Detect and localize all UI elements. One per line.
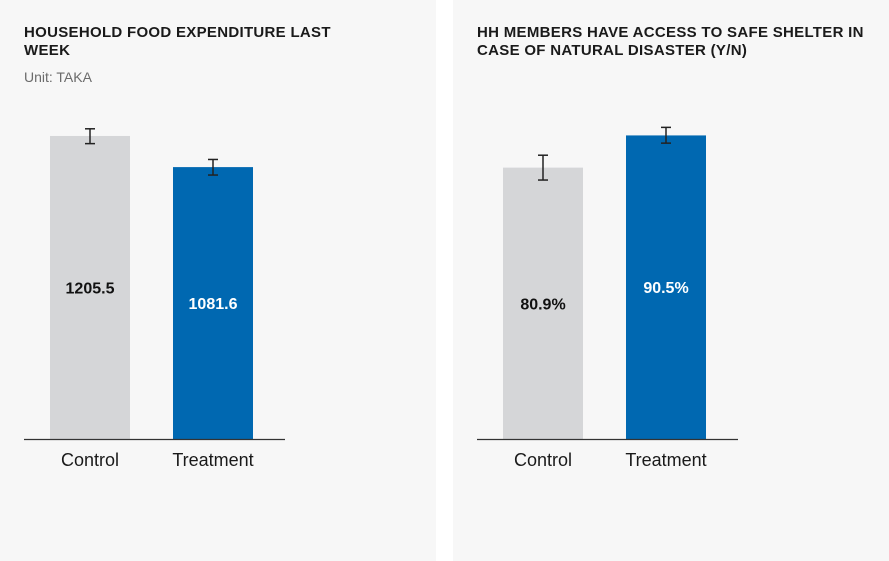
error-bar xyxy=(538,154,548,181)
data-label: 80.9% xyxy=(520,296,565,313)
x-tick-label: Control xyxy=(61,450,119,470)
data-label: 90.5% xyxy=(643,280,688,297)
chart-subtitle: Unit: TAKA xyxy=(24,69,92,85)
x-tick-label: Treatment xyxy=(172,450,253,470)
chart-title: HOUSEHOLD FOOD EXPENDITURE LAST WEEK xyxy=(24,24,331,59)
bar-treatment xyxy=(626,135,706,439)
error-bar xyxy=(85,128,95,145)
x-tick-label: Control xyxy=(514,450,572,470)
bar-chart-safe-shelter: 80.9% Control 90.5% Treatment xyxy=(477,126,738,470)
bar-treatment xyxy=(173,167,253,440)
bar-chart-food-expenditure: 1205.5 Control 1081.6 Treatment xyxy=(24,128,285,470)
data-label: 1205.5 xyxy=(66,280,115,297)
bar-control xyxy=(503,167,583,439)
chart-panel-safe-shelter: HH MEMBERS HAVE ACCESS TO SAFE SHELTER I… xyxy=(453,0,889,561)
data-label: 1081.6 xyxy=(189,296,238,313)
error-bar xyxy=(661,126,671,144)
chart-title: HH MEMBERS HAVE ACCESS TO SAFE SHELTER I… xyxy=(477,24,864,59)
x-tick-label: Treatment xyxy=(625,450,706,470)
bar-control xyxy=(50,135,130,439)
chart-panel-food-expenditure: HOUSEHOLD FOOD EXPENDITURE LAST WEEK Uni… xyxy=(0,0,436,561)
error-bar xyxy=(208,158,218,176)
